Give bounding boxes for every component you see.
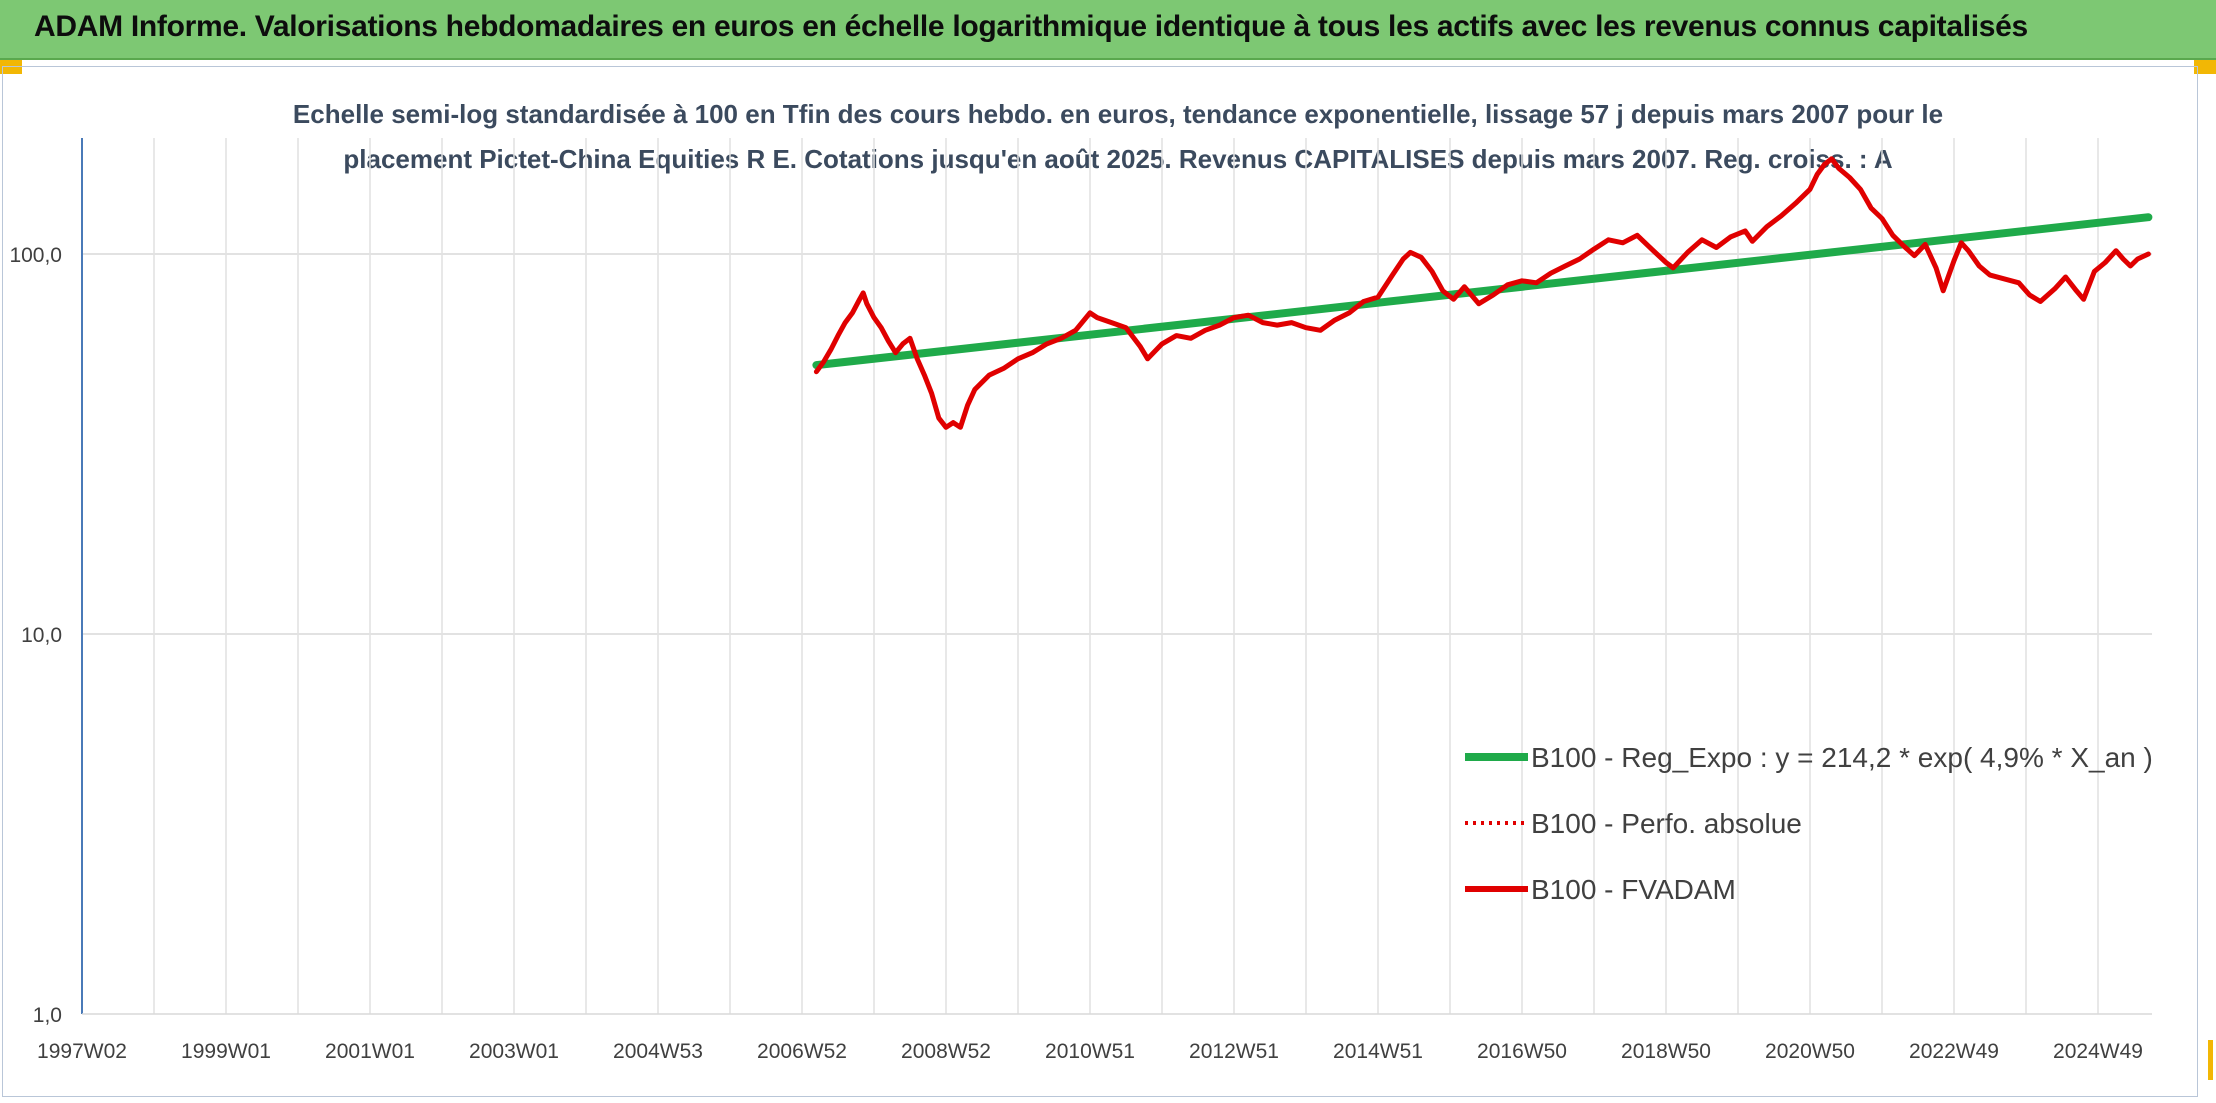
corner-marker-right xyxy=(2194,60,2216,74)
x-tick-label: 2018W50 xyxy=(1621,1040,1711,1063)
y-tick-label: 100,0 xyxy=(9,244,62,267)
x-tick-label: 2022W49 xyxy=(1909,1040,1999,1063)
x-tick-label: 2012W51 xyxy=(1189,1040,1279,1063)
x-tick-label: 2014W51 xyxy=(1333,1040,1423,1063)
grid xyxy=(82,138,2152,1014)
x-tick-label: 2008W52 xyxy=(901,1040,991,1063)
x-tick-label: 2004W53 xyxy=(613,1040,703,1063)
x-tick-label: 2020W50 xyxy=(1765,1040,1855,1063)
report-title: ADAM Informe. Valorisations hebdomadaire… xyxy=(34,10,2028,43)
chart-frame xyxy=(2,66,2198,1097)
fvadam-line xyxy=(813,156,2151,430)
x-tick-label: 2016W50 xyxy=(1477,1040,1567,1063)
plot-series xyxy=(812,156,2153,430)
y-tick-label: 10,0 xyxy=(21,624,62,647)
x-tick-label: 2001W01 xyxy=(325,1040,415,1063)
x-tick-label: 1997W02 xyxy=(37,1040,127,1063)
x-tick-label: 2003W01 xyxy=(469,1040,559,1063)
legend-label: B100 - Reg_Expo : y = 214,2 * exp( 4,9% … xyxy=(1531,742,2153,773)
x-tick-label: 2024W49 xyxy=(2053,1040,2143,1063)
y-tick-label: 1,0 xyxy=(33,1004,62,1027)
axes: 100,0 10,0 1,0 1997W02 1999W01 2001W01 2003W01… xyxy=(9,138,2152,1063)
x-tick-label: 1999W01 xyxy=(181,1040,271,1063)
legend-label: B100 - FVADAM xyxy=(1531,874,1736,905)
corner-marker-left xyxy=(0,60,22,74)
edge-marker-right xyxy=(2208,1040,2213,1080)
legend: B100 - Reg_Expo : y = 214,2 * exp( 4,9% … xyxy=(1465,742,2153,905)
x-tick-label: 2010W51 xyxy=(1045,1040,1135,1063)
chart-subtitle-line-1: Echelle semi-log standardisée à 100 en T… xyxy=(293,99,1943,129)
report-header: ADAM Informe. Valorisations hebdomadaire… xyxy=(0,0,2216,60)
chart-subtitle-line-2: placement Pictet-China Equities R E. Cot… xyxy=(343,144,1892,174)
trend-line xyxy=(812,213,2153,370)
legend-label: B100 - Perfo. absolue xyxy=(1531,808,1802,839)
x-tick-label: 2006W52 xyxy=(757,1040,847,1063)
